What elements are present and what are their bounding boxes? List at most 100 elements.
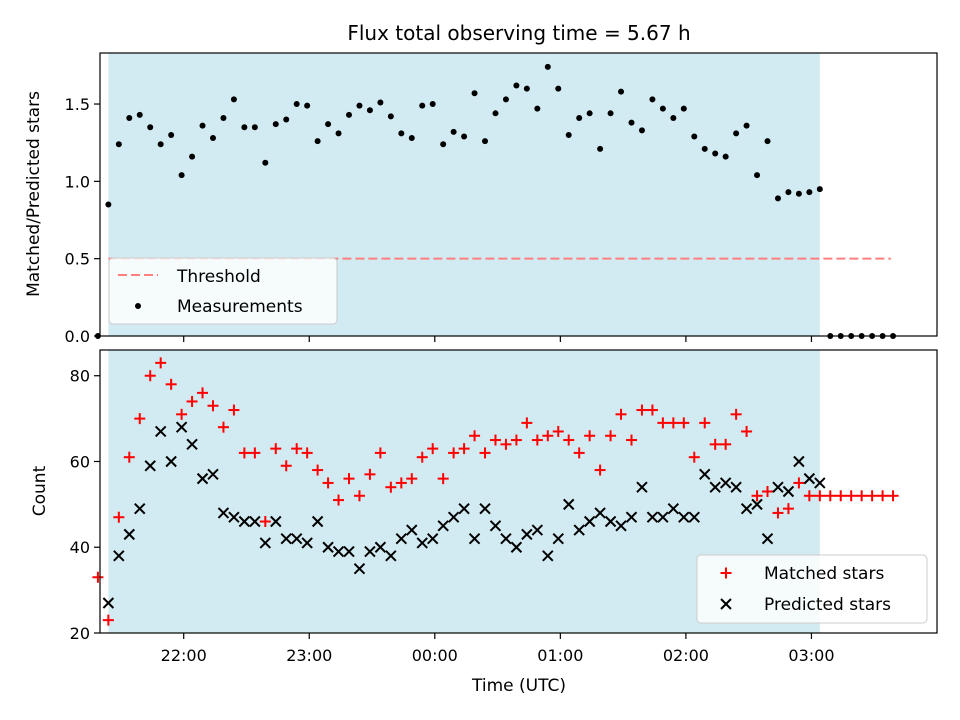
measurement-point <box>335 130 342 137</box>
x-b <box>165 455 177 468</box>
measurement-point <box>795 190 802 197</box>
x-b <box>290 532 303 545</box>
matched-star-point <box>207 400 219 412</box>
measurement-point <box>178 172 185 179</box>
matched-star-point <box>824 490 836 502</box>
matched-star-point <box>678 417 690 429</box>
predicted-star-point <box>427 532 439 545</box>
predicted-star-point <box>238 515 251 528</box>
x-b <box>186 438 198 451</box>
x-b <box>667 502 680 515</box>
legend-matched-label: Matched stars <box>764 564 884 584</box>
measurement-point <box>502 96 509 103</box>
measurement-point <box>251 124 258 131</box>
predicted-star-point <box>175 421 188 433</box>
x-b <box>123 528 136 541</box>
measurement-point <box>534 105 541 112</box>
predicted-star-point <box>814 477 826 489</box>
measurement-point <box>576 114 583 121</box>
matched-star-point <box>322 477 334 489</box>
predicted-star-point <box>500 532 512 545</box>
x-b <box>772 481 784 493</box>
x-b <box>552 532 564 545</box>
x-b <box>416 537 428 549</box>
matched-star-point <box>448 447 460 459</box>
matched-star-point <box>720 438 732 450</box>
matched-star-point <box>542 430 554 442</box>
plot-frame <box>99 349 938 634</box>
matched-star-point <box>730 408 742 420</box>
x-b <box>531 524 544 536</box>
measurement-point <box>199 122 206 129</box>
predicted-star-point <box>364 545 376 558</box>
predicted-star-point <box>332 545 345 558</box>
legend-box <box>108 257 338 325</box>
matched-star-point <box>228 404 240 416</box>
x-tick-label: 03:00 <box>788 646 834 665</box>
predicted-star-point <box>542 550 554 562</box>
x-b <box>280 532 292 545</box>
measurement-point <box>314 138 321 145</box>
measurement-point <box>607 110 614 117</box>
x-tick-label: 23:00 <box>286 646 332 665</box>
predicted-star-point <box>207 468 219 481</box>
predicted-star-point <box>479 502 491 515</box>
predicted-star-point <box>615 520 627 532</box>
x-b <box>249 515 261 528</box>
predicted-star-point <box>228 511 240 523</box>
matched-star-point <box>406 473 418 485</box>
measurement-point <box>398 130 405 137</box>
matched-star-point <box>353 490 365 502</box>
predicted-star-point <box>374 541 387 553</box>
matched-star-point <box>814 490 826 502</box>
legend-threshold-label: Threshold <box>176 267 261 287</box>
y-tick-label: 1.5 <box>65 95 90 114</box>
matched-star-point <box>657 417 669 429</box>
x-b <box>542 550 554 562</box>
predicted-star-point <box>134 502 146 515</box>
measurement-point <box>356 102 363 109</box>
x-b <box>353 562 366 575</box>
measurement-point <box>105 201 112 208</box>
predicted-star-point <box>270 515 282 528</box>
predicted-star-point <box>751 498 763 511</box>
measurement-point <box>659 105 666 112</box>
matched-star-point <box>186 395 198 407</box>
matched-star-point <box>102 614 114 626</box>
x-b <box>814 477 826 489</box>
measurement-point <box>754 172 761 179</box>
x-b <box>594 507 606 519</box>
x-b <box>154 425 167 438</box>
predicted-star-point <box>458 502 470 515</box>
x-b <box>479 502 491 515</box>
measurement-point <box>680 105 687 112</box>
count-panel: 20 40 60 80 22:00 23:00 00:00 01:00 02:00 03:00 Ma… <box>70 349 938 665</box>
measurement-point <box>429 101 436 108</box>
measurement-point <box>209 135 216 142</box>
matched-star-point <box>500 438 512 450</box>
x-b <box>699 468 711 481</box>
measurement-point <box>440 141 447 148</box>
x-axis-label: Time (UTC) <box>471 676 566 696</box>
x-b <box>196 472 209 485</box>
x-b <box>322 541 334 553</box>
measurement-point <box>346 111 353 118</box>
predicted-star-point <box>217 507 230 519</box>
matched-star-point <box>762 486 774 497</box>
matched-star-point <box>594 464 606 476</box>
predicted-star-point <box>154 425 167 438</box>
x-b <box>793 455 805 468</box>
legend-measurement-swatch <box>135 303 141 309</box>
predicted-star-point <box>353 562 366 575</box>
matched-star-point <box>364 468 376 480</box>
x-b <box>270 515 282 528</box>
measurement-point <box>115 141 122 148</box>
matched-star-point <box>605 430 617 442</box>
predicted-star-point <box>290 532 303 545</box>
predicted-star-point <box>531 524 544 536</box>
measurement-point <box>408 135 415 142</box>
x-tick-label: 22:00 <box>161 646 207 665</box>
measurement-point <box>544 63 551 70</box>
x-b <box>144 460 156 472</box>
